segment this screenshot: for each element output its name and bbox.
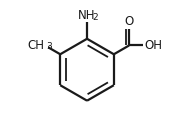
Text: O: O [125,15,134,28]
Text: 2: 2 [92,13,98,22]
Text: CH: CH [28,39,45,52]
Text: OH: OH [144,39,162,52]
Text: 3: 3 [46,42,52,51]
Text: NH: NH [78,9,95,22]
